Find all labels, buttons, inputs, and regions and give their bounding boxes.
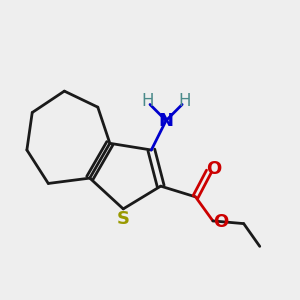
Text: H: H [178, 92, 191, 110]
Text: S: S [117, 210, 130, 228]
Text: H: H [141, 92, 154, 110]
Text: O: O [206, 160, 221, 178]
Text: N: N [159, 112, 174, 130]
Text: O: O [213, 213, 228, 231]
